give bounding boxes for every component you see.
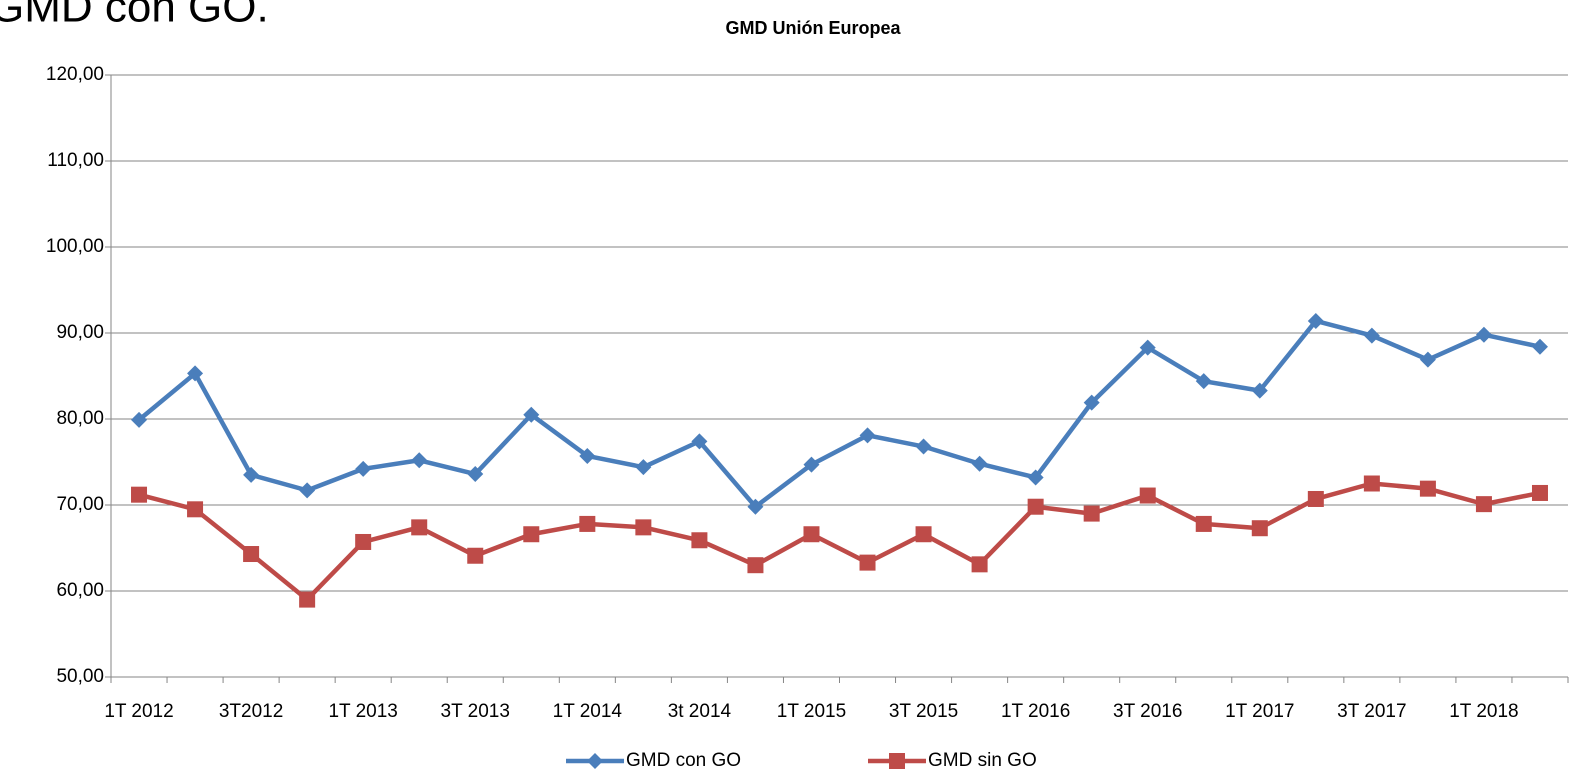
y-tick-label: 100,00 [46,236,104,257]
data-point [691,532,708,549]
slide-title: GMD con GO. [0,0,269,32]
x-tick-label: 1T 2017 [1225,701,1294,722]
x-tick-label: 3T 2016 [1113,701,1182,722]
data-point [1307,312,1324,329]
data-point [523,526,540,543]
series-line [138,481,1541,602]
data-point [803,526,820,543]
data-point [1083,505,1100,522]
data-point [131,486,148,503]
data-point [1139,487,1156,504]
data-point [355,533,372,550]
legend-marker [587,753,603,769]
data-point [467,466,484,483]
data-point [1027,498,1044,515]
data-point [1251,382,1268,399]
legend-label: GMD sin GO [928,750,1037,771]
data-point [579,447,596,464]
x-tick-label: 3T 2013 [441,701,510,722]
data-point [1251,520,1268,537]
x-tick-label: 1T 2015 [777,701,846,722]
data-point [1531,338,1548,355]
y-tick-label: 50,00 [56,666,104,687]
data-point [1419,351,1436,368]
data-point [635,459,652,476]
x-tick-label: 3T 2015 [889,701,958,722]
data-point [1363,475,1380,492]
legend-label: GMD con GO [626,750,741,771]
x-tick-label: 1T 2018 [1449,701,1518,722]
data-point [635,519,652,536]
data-point [691,433,708,450]
data-point [411,452,428,469]
data-point [1195,515,1212,532]
x-tick-label: 1T 2016 [1001,701,1070,722]
data-point [915,526,932,543]
y-tick-label: 80,00 [56,408,104,429]
data-point [187,501,204,518]
data-point [803,456,820,473]
y-tick-label: 60,00 [56,580,104,601]
data-point [523,406,540,423]
x-tick-label: 3T2012 [219,701,283,722]
chart-title: GMD Unión Europea [726,18,902,38]
data-point [747,557,764,574]
data-point [1475,496,1492,513]
legend-marker [889,753,905,769]
x-tick-label: 3T 2017 [1337,701,1406,722]
data-point [1195,373,1212,390]
data-point [1027,469,1044,486]
data-point [1307,490,1324,507]
data-point [971,455,988,472]
data-point [915,438,932,455]
y-tick-label: 110,00 [47,150,104,171]
x-tick-label: 1T 2012 [104,701,173,722]
data-point [299,591,316,608]
data-point [131,411,148,428]
x-tick-label: 3t 2014 [668,701,732,722]
data-point [411,519,428,536]
data-point [355,460,372,477]
data-point [187,365,204,382]
data-point [243,466,260,483]
y-tick-label: 70,00 [56,494,104,515]
data-point [1363,327,1380,344]
data-point [1475,326,1492,343]
data-point [579,515,596,532]
y-tick-label: 120,00 [46,64,104,85]
series-line [137,318,1541,509]
data-point [1531,484,1548,501]
data-point [243,546,260,563]
data-point [747,498,764,515]
data-point [859,427,876,444]
data-point [1139,339,1156,356]
data-point [1083,394,1100,411]
data-point [859,554,876,571]
data-point [467,547,484,564]
y-tick-label: 90,00 [56,322,104,343]
x-tick-label: 1T 2014 [553,701,623,722]
data-point [1419,480,1436,497]
data-point [971,556,988,573]
x-tick-label: 1T 2013 [328,701,397,722]
data-point [299,482,316,499]
